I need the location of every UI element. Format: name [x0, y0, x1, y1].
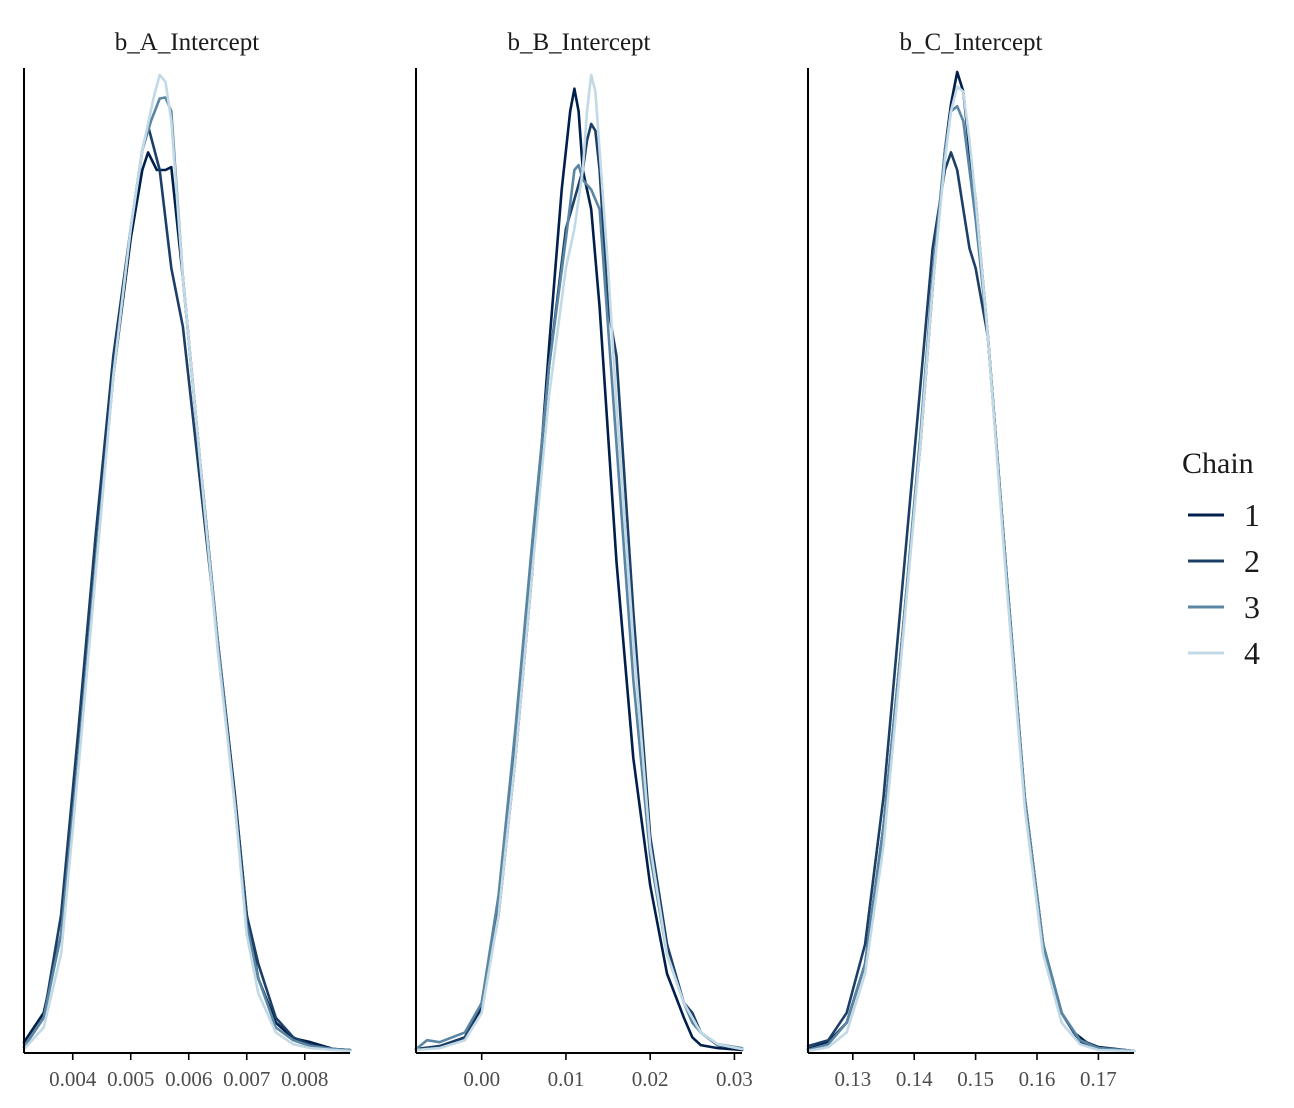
legend-item-chain-4: 4	[1188, 635, 1260, 671]
density-line-chain-1	[806, 70, 1136, 1053]
x-tick-label: 0.00	[463, 1067, 500, 1091]
legend-label: 3	[1244, 589, 1260, 625]
legend-item-chain-1: 1	[1188, 497, 1260, 533]
x-tick-label: 0.005	[107, 1067, 154, 1091]
panel-title: b_C_Intercept	[899, 29, 1042, 56]
density-line-chain-4	[414, 73, 744, 1052]
density-line-chain-3	[806, 105, 1136, 1053]
legend-label: 2	[1244, 543, 1260, 579]
density-line-chain-4	[22, 73, 352, 1053]
x-tick-label: 0.13	[834, 1067, 871, 1091]
panel-title: b_A_Intercept	[115, 29, 259, 56]
x-tick-label: 0.17	[1080, 1067, 1117, 1091]
x-tick-label: 0.007	[223, 1067, 270, 1091]
x-tick-label: 0.008	[281, 1067, 328, 1091]
x-tick-label: 0.16	[1019, 1067, 1056, 1091]
legend-item-chain-3: 3	[1188, 589, 1260, 625]
x-tick-label: 0.01	[548, 1067, 585, 1091]
density-line-chain-2	[22, 124, 352, 1052]
density-line-chain-3	[414, 163, 744, 1051]
x-tick-label: 0.03	[716, 1067, 753, 1091]
density-line-chain-2	[414, 122, 744, 1051]
legend-title: Chain	[1182, 447, 1254, 480]
x-tick-label: 0.02	[632, 1067, 669, 1091]
density-line-chain-2	[806, 151, 1136, 1053]
x-tick-label: 0.004	[49, 1067, 97, 1091]
panel-1: b_A_Intercept 0.004 0.005 0.006 0.007 0.008	[22, 29, 352, 1091]
density-line-chain-4	[806, 85, 1136, 1053]
x-tick-label: 0.15	[957, 1067, 994, 1091]
x-tick-label: 0.006	[165, 1067, 212, 1091]
panel-title: b_B_Intercept	[507, 29, 650, 56]
legend: Chain 1 2 3 4	[1182, 447, 1260, 671]
density-line-chain-1	[22, 151, 352, 1052]
panel-3: b_C_Intercept 0.13 0.14 0.15 0.16 0.17	[806, 29, 1136, 1091]
legend-item-chain-2: 2	[1188, 543, 1260, 579]
density-line-chain-3	[22, 96, 352, 1052]
panel-2: b_B_Intercept 0.00 0.01 0.02 0.03	[414, 29, 753, 1091]
legend-label: 1	[1244, 497, 1260, 533]
density-line-chain-1	[414, 87, 744, 1052]
legend-label: 4	[1244, 635, 1260, 671]
x-tick-label: 0.14	[896, 1067, 933, 1091]
